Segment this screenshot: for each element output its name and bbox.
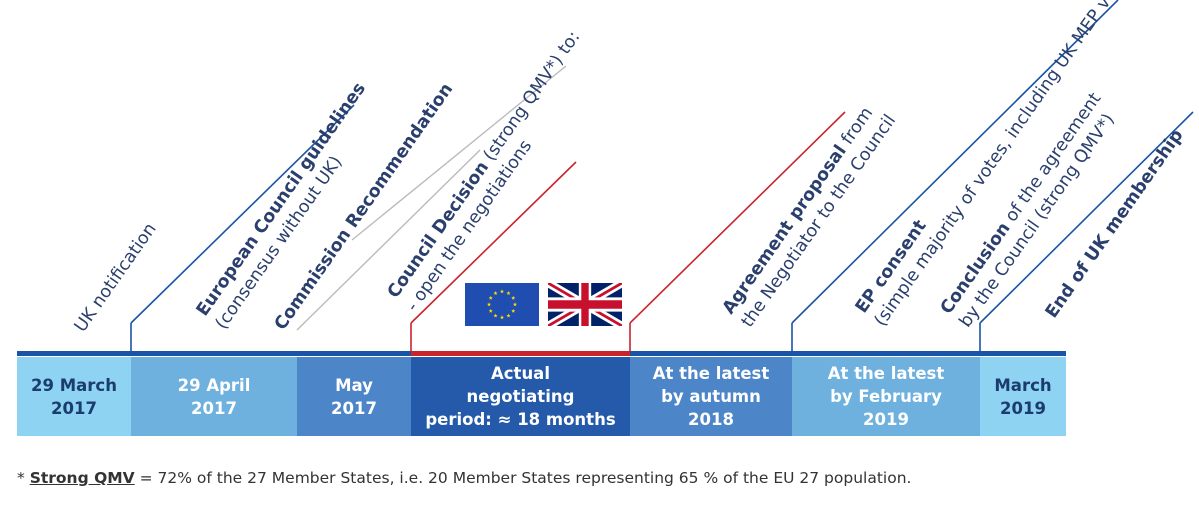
connector-line-guidelines-diagonal xyxy=(130,104,355,324)
period-29-april-2017: 29 April 2017 xyxy=(131,357,297,436)
period-autumn-2018: At the latest by autumn 2018 xyxy=(630,357,792,436)
eu-star-icon xyxy=(506,291,511,296)
eu-star-icon xyxy=(499,315,505,320)
connector-line-recommendation xyxy=(296,149,481,331)
footnote: * Strong QMV = 72% of the 27 Member Stat… xyxy=(17,469,912,487)
connector-line-negotiation-start-diagonal xyxy=(410,161,577,324)
eu-star-icon xyxy=(512,302,518,307)
eu-star-icon xyxy=(511,308,516,313)
connector-line-council-decision xyxy=(351,65,567,241)
eu-star-icon xyxy=(511,295,516,300)
period-may-2017: May 2017 xyxy=(297,357,411,436)
uk-flag-icon xyxy=(548,283,622,326)
eu-star-icon xyxy=(488,295,493,300)
negotiation-period-marker xyxy=(411,351,630,356)
eu-flag-icon xyxy=(465,283,539,326)
eu-star-icon xyxy=(493,313,498,318)
period-february-2019: At the latest by February 2019 xyxy=(792,357,980,436)
period-actual-negotiating: Actual negotiating period: ≈ 18 months xyxy=(411,357,630,436)
connector-line-ep-consent-diagonal xyxy=(791,0,1119,324)
eu-star-icon xyxy=(493,291,498,296)
eu-star-icon xyxy=(499,289,505,294)
footnote-term: Strong QMV xyxy=(29,469,135,487)
eu-star-icon xyxy=(486,302,492,307)
connector-line-end-membership-diagonal xyxy=(979,111,1194,324)
period-29-march-2017: 29 March 2017 xyxy=(17,357,131,436)
connector-line-agreement-proposal-diagonal xyxy=(629,111,846,324)
period-march-2019: March 2019 xyxy=(980,357,1066,436)
eu-star-icon xyxy=(488,308,493,313)
eu-star-icon xyxy=(506,313,511,318)
